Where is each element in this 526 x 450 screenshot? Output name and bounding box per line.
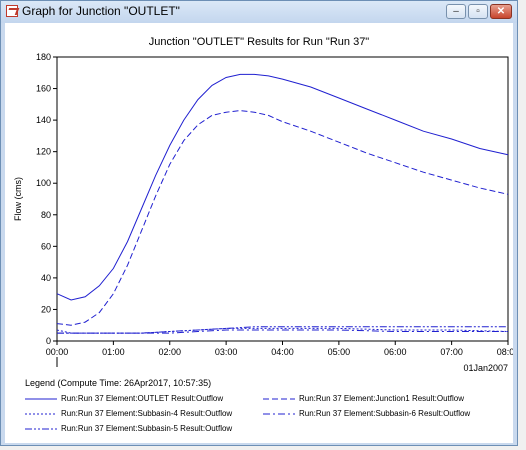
x-tick-label: 03:00 bbox=[215, 347, 238, 357]
legend-swatch bbox=[25, 398, 57, 400]
window-title: Graph for Junction "OUTLET" bbox=[22, 4, 180, 18]
y-tick-label: 140 bbox=[36, 115, 51, 125]
y-tick-label: 180 bbox=[36, 52, 51, 62]
series-line bbox=[57, 329, 508, 334]
legend-label: Run:Run 37 Element:OUTLET Result:Outflow bbox=[61, 394, 224, 403]
legend-swatch bbox=[25, 428, 57, 430]
x-tick-label: 06:00 bbox=[384, 347, 407, 357]
x-tick-label: 01:00 bbox=[102, 347, 125, 357]
graph-app-icon bbox=[6, 5, 18, 17]
legend-swatch bbox=[263, 413, 295, 415]
y-tick-label: 40 bbox=[41, 273, 51, 283]
y-tick-label: 20 bbox=[41, 304, 51, 314]
x-tick-label: 07:00 bbox=[440, 347, 463, 357]
y-tick-label: 160 bbox=[36, 84, 51, 94]
legend-swatch bbox=[263, 398, 295, 400]
y-tick-label: 80 bbox=[41, 210, 51, 220]
legend-label: Run:Run 37 Element:Subbasin-5 Result:Out… bbox=[61, 424, 233, 433]
x-date-label: 01Jan2007 bbox=[463, 363, 508, 373]
plot-frame bbox=[56, 56, 509, 342]
graph-window: Graph for Junction "OUTLET" – ▫ ✕ Juncti… bbox=[0, 0, 518, 446]
legend-title: Legend (Compute Time: 26Apr2017, 10:57:3… bbox=[25, 378, 212, 388]
chart-panel: Junction "OUTLET" Results for Run "Run 3… bbox=[5, 23, 513, 443]
y-axis-label: Flow (cms) bbox=[13, 177, 23, 221]
y-tick-label: 100 bbox=[36, 178, 51, 188]
legend-label: Run:Run 37 Element:Subbasin-6 Result:Out… bbox=[299, 409, 471, 418]
series-line bbox=[56, 73, 509, 301]
legend-label: Run:Run 37 Element:Junction1 Result:Outf… bbox=[299, 394, 464, 403]
x-tick-label: 00:00 bbox=[46, 347, 69, 357]
legend-label: Run:Run 37 Element:Subbasin-4 Result:Out… bbox=[61, 409, 233, 418]
x-tick-label: 08:00 bbox=[497, 347, 513, 357]
x-tick-label: 02:00 bbox=[158, 347, 181, 357]
x-tick-label: 05:00 bbox=[328, 347, 351, 357]
y-tick-label: 60 bbox=[41, 241, 51, 251]
series-line bbox=[56, 110, 509, 326]
chart-title: Junction "OUTLET" Results for Run "Run 3… bbox=[148, 36, 370, 48]
close-button[interactable]: ✕ bbox=[490, 4, 512, 19]
minimize-button[interactable]: – bbox=[446, 4, 466, 19]
series-line bbox=[57, 326, 508, 334]
maximize-button[interactable]: ▫ bbox=[468, 4, 488, 19]
y-tick-label: 120 bbox=[36, 147, 51, 157]
title-bar[interactable]: Graph for Junction "OUTLET" – ▫ ✕ bbox=[1, 1, 517, 23]
x-tick-label: 04:00 bbox=[271, 347, 294, 357]
plot-area: 0 20 40 60 80 100 120 140 160 180 00:00 01:00 02:00 0… bbox=[13, 52, 513, 373]
legend-swatch bbox=[25, 413, 57, 415]
y-tick-label: 0 bbox=[46, 336, 51, 346]
